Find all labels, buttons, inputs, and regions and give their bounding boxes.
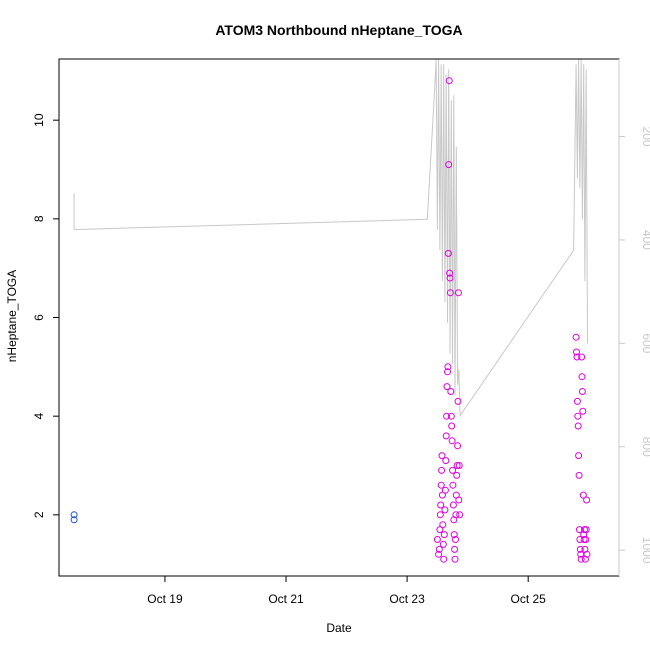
data-point-1-10 — [439, 521, 447, 529]
data-point-1-8 — [438, 452, 446, 460]
data-point-1-15 — [441, 486, 449, 494]
data-point-1-47 — [455, 496, 463, 504]
data-point-1-30 — [448, 422, 456, 430]
data-point-1-14 — [441, 506, 449, 514]
data-point-1-36 — [450, 531, 458, 539]
y2-tick-label-0: 200 — [640, 127, 650, 147]
data-point-1-49 — [456, 511, 464, 519]
y-tick-label-3: 8 — [32, 215, 46, 222]
y2-tick-label-3: 800 — [640, 437, 650, 457]
data-point-1-72 — [581, 555, 589, 563]
y2-tick-label-4: 1000 — [640, 537, 650, 564]
data-point-1-24 — [445, 77, 453, 85]
data-point-1-46 — [454, 289, 462, 297]
data-point-1-37 — [451, 545, 459, 553]
y-axis-label: nHeptane_TOGA — [5, 270, 19, 363]
data-point-1-0 — [433, 536, 441, 543]
data-point-1-29 — [447, 412, 455, 420]
data-point-1-43 — [453, 462, 461, 469]
data-point-1-63 — [578, 353, 586, 361]
series-line-2 — [73, 59, 588, 418]
data-point-1-7 — [438, 466, 446, 474]
data-point-1-39 — [452, 536, 459, 543]
data-point-1-40 — [452, 511, 460, 519]
data-point-1-6 — [437, 481, 445, 489]
data-point-1-67 — [579, 491, 587, 499]
y2-tick-label-1: 400 — [640, 230, 650, 250]
data-point-1-45 — [454, 397, 462, 405]
data-point-1-4 — [436, 511, 444, 519]
data-point-1-12 — [440, 555, 448, 563]
data-point-1-51 — [573, 348, 580, 356]
data-point-1-32 — [449, 466, 456, 474]
data-point-1-2 — [435, 545, 443, 553]
x-tick-label-2: Oct 23 — [389, 592, 425, 606]
data-point-1-31 — [448, 437, 456, 445]
data-point-1-33 — [449, 481, 457, 489]
data-point-1-76 — [583, 550, 591, 558]
data-point-1-56 — [575, 452, 583, 460]
data-point-1-65 — [578, 388, 586, 395]
data-point-1-48 — [455, 462, 463, 469]
data-point-1-74 — [582, 526, 590, 534]
data-point-0-0 — [70, 511, 78, 519]
data-point-1-42 — [453, 471, 461, 479]
data-point-1-60 — [576, 545, 584, 553]
data-point-1-44 — [454, 442, 462, 450]
data-point-1-57 — [575, 471, 583, 479]
chart-title: ATOM3 Northbound nHeptane_TOGA — [215, 22, 462, 38]
data-point-1-19 — [443, 383, 451, 391]
data-point-1-34 — [449, 501, 457, 509]
data-point-1-50 — [572, 333, 580, 341]
y2-tick-label-2: 600 — [640, 333, 650, 353]
y-tick-label-0: 2 — [32, 511, 46, 518]
data-point-1-13 — [440, 531, 448, 539]
data-point-1-20 — [444, 368, 451, 376]
data-point-1-58 — [576, 526, 583, 534]
y-tick-label-1: 4 — [32, 413, 46, 420]
plot-area: Oct 19 Oct 21 Oct 23 Oct 25 2 4 6 8 10 200 400 600 8… — [32, 58, 650, 606]
data-point-1-28 — [447, 388, 455, 395]
data-point-1-5 — [437, 501, 445, 509]
data-point-1-66 — [579, 407, 587, 415]
data-point-1-73 — [582, 536, 590, 543]
data-point-1-9 — [438, 491, 446, 499]
x-tick-label-0: Oct 19 — [147, 592, 183, 606]
data-point-1-75 — [583, 496, 591, 504]
data-point-1-1 — [435, 550, 443, 558]
data-point-1-54 — [574, 412, 582, 420]
data-point-1-18 — [443, 412, 451, 420]
x-axis-label: Date — [326, 621, 352, 635]
y-tick-label-2: 6 — [32, 314, 46, 321]
data-point-1-53 — [573, 397, 581, 405]
data-point-1-16 — [442, 457, 450, 465]
data-point-1-62 — [577, 555, 585, 563]
x-tick-label-1: Oct 21 — [268, 592, 304, 606]
data-point-1-22 — [444, 249, 452, 257]
data-point-1-27 — [446, 289, 454, 297]
data-point-1-25 — [446, 269, 454, 277]
data-point-1-23 — [445, 161, 453, 169]
x-tick-label-3: Oct 25 — [511, 592, 547, 606]
data-point-1-21 — [444, 363, 452, 371]
data-point-1-52 — [573, 353, 581, 361]
data-point-0-1 — [70, 516, 78, 524]
data-point-1-55 — [574, 422, 582, 430]
data-point-1-11 — [439, 540, 447, 548]
y-tick-label-4: 10 — [32, 113, 46, 127]
data-point-1-38 — [451, 555, 459, 563]
data-point-1-17 — [442, 432, 450, 440]
data-point-1-26 — [446, 274, 454, 282]
plot-frame — [58, 58, 620, 577]
data-point-1-64 — [578, 373, 586, 381]
